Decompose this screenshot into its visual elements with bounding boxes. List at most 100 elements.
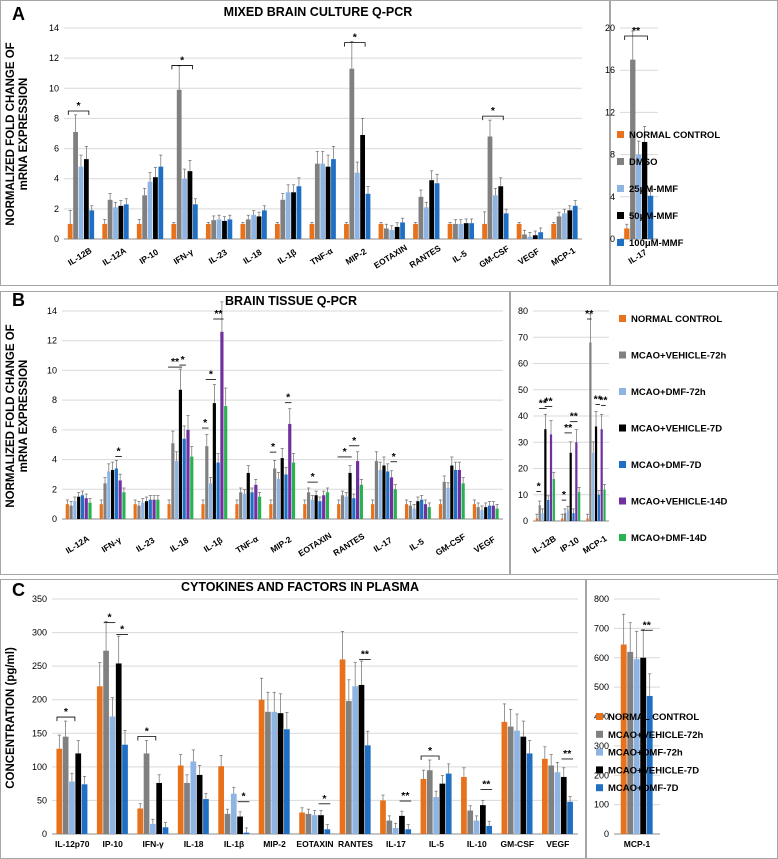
x-tick-label: IL-5 [429,839,444,849]
bar-rantes-dmso [418,196,424,239]
legend-label: 50μM-MMF [629,211,678,222]
significance-bracket [624,35,648,40]
bar-mip-2-25-m-mmf [354,172,360,239]
y-tick-label: 4 [54,174,59,184]
bar-il-1-normal-control [201,504,205,519]
bar-il-18-mcao-dmf-14d [190,456,194,519]
bar-rantes-normal-control [413,223,418,239]
bar-ifn-mcao-dmf-7d [162,827,169,834]
y-tick-label: 6 [54,144,59,154]
bar-mcp-1-mcao-dmf-14d [603,489,606,521]
bar-eotaxin-mcao-vehicle-7d [314,495,318,519]
legend-label: 100μM-MMF [629,238,684,249]
legend-b: NORMAL CONTROL MCAO+VEHICLE-72h MCAO+DMF-7… [619,314,727,544]
bar-tnf-normal-control [235,504,239,519]
y-tick-label: 600 [594,653,609,663]
bar-il-5-normal-control [420,778,427,834]
bar-mip-2-normal-control [344,223,349,239]
bar-mip-2-mcao-dmf-7d [284,729,290,834]
bar-ip-10-mcao-vehicle-7d [115,663,122,834]
bar-il-17-mcao-vehicle-72h [374,461,378,519]
significance-marker: * [145,726,150,738]
bar-il-10-normal-control [461,776,467,834]
x-tick-label: VEGF [546,839,569,849]
bar-tnf-50-m-mmf [325,166,331,239]
bar-gm-csf-dmso [487,136,493,239]
significance-marker: * [352,435,357,447]
bar-il-18-100-m-mmf [262,210,267,239]
y-tick-label: 4 [610,192,615,202]
legend-c: NORMAL CONTROL MCAO+VEHICLE-72h MCAO+DMF-7… [596,712,703,794]
bar-gm-csf-mcao-vehicle-7d [520,736,527,834]
y-tick-label: 80 [518,306,528,316]
bar-mip-2-normal-control [269,504,273,519]
y-tick-label: 700 [594,623,609,633]
bar-il-5-mcao-dmf-72h [433,797,439,834]
bar-il-18-mcao-vehicle-14d [186,429,190,519]
bar-mcp-1-normal-control [551,223,557,239]
bar-tnf-mcao-vehicle-14d [254,484,258,519]
y-tick-label: 40 [518,411,528,421]
bar-mip-2-mcao-vehicle-7d [277,713,284,834]
bar-il-5-25-m-mmf [458,223,464,239]
bar-mip-2-mcao-dmf-14d [291,462,296,519]
bar-rantes-mcao-dmf-72h [352,686,359,834]
significance-marker: * [117,445,122,457]
bar-il-10-mcao-dmf-7d [486,825,493,834]
legend-swatch [619,351,626,359]
bar-ip-10-mcao-dmf-72h [109,716,116,834]
significance-marker: ** [585,308,594,320]
bar-il-12a-mcao-dmf-7d [80,495,85,519]
significance-bracket [67,110,90,115]
y-tick-label: 14 [47,306,57,316]
legend-label: DMSO [629,157,658,168]
bar-il-12b-mcao-dmf-72h [541,513,544,521]
significance-bracket [56,716,76,722]
significance-marker: ** [599,394,608,406]
bar-rantes-mcao-dmf-14d [359,484,363,519]
bar-ip-10-50-m-mmf [153,177,158,239]
panel-frame-b-main [0,291,510,575]
bar-vegf-normal-control [516,223,522,239]
bar-vegf-mcao-dmf-72h [554,772,561,834]
bar-ifn-50-m-mmf [187,171,193,239]
legend-label: MCAO+DMF-7D [631,460,702,471]
bar-il-17-mcao-vehicle-72h [386,820,393,834]
significance-marker: * [203,417,208,429]
legend-label: MCAO+VEHICLE-7D [631,424,722,435]
legend-label: NORMAL CONTROL [631,314,722,325]
bar-ifn-mcao-dmf-72h [149,823,156,834]
x-tick-label: MCP-1 [624,839,651,849]
significance-marker: ** [643,619,652,631]
significance-marker: * [286,392,291,404]
bar-il-12a-50-m-mmf [118,205,124,239]
significance-bracket [171,65,193,70]
y-tick-label: 4 [52,455,57,465]
bar-rantes-mcao-vehicle-7d [348,472,352,519]
significance-marker: ** [482,778,491,790]
bar-il-12a-mcao-vehicle-14d [84,498,88,519]
bar-rantes-mcao-dmf-7d [352,498,356,519]
significance-marker: * [491,105,496,117]
bar-eotaxin-50-m-mmf [394,226,400,239]
bar-il-1-mcao-dmf-14d [224,406,228,519]
bar-gm-csf-mcao-vehicle-72h [442,481,446,519]
bar-vegf-100-m-mmf [538,232,544,239]
y-tick-label: 500 [594,682,609,692]
bar-vegf-mcao-vehicle-72h [476,507,480,519]
bar-ip-10-mcao-dmf-72h [566,510,569,521]
bar-mcp-1-mcao-vehicle-7d [640,657,647,834]
bar-il-5-mcao-dmf-14d [427,507,431,519]
bar-il-5-mcao-vehicle-7d [416,501,420,519]
bar-mip-2-normal-control [258,699,265,834]
significance-marker: ** [214,308,223,320]
bar-mcp-1-mcao-dmf-72h [633,659,640,834]
bar-gm-csf-mcao-vehicle-72h [507,726,514,834]
bar-eotaxin-mcao-vehicle-72h [306,492,311,519]
bar-il-12b-25-m-mmf [78,166,84,239]
bar-il-18-25-m-mmf [251,214,257,239]
bar-mcp-1-mcao-dmf-7d [597,494,600,521]
bar-ip-10-mcao-vehicle-72h [563,513,567,521]
y-tick-label: 16 [605,65,615,75]
legend-swatch [617,212,624,219]
